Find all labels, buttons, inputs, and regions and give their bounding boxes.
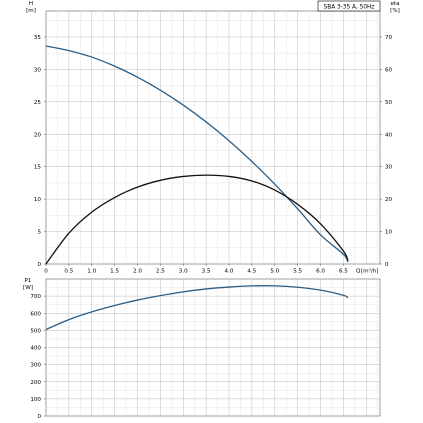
- head-curve: [45, 45, 349, 263]
- y-left-tick-label: 20: [34, 132, 42, 138]
- power-axis-name: P1: [25, 278, 32, 284]
- x-tick-label: 1.0: [87, 269, 96, 275]
- y-right-tick-label: 60: [385, 67, 393, 73]
- top-chart-series: [45, 45, 349, 265]
- power-axis-unit: [W]: [23, 285, 33, 291]
- x-tick-label: 0.5: [64, 269, 73, 275]
- power-tick-label: 200: [30, 380, 41, 386]
- power-tick-label: 0: [37, 414, 41, 420]
- y-left-tick-label: 10: [34, 197, 42, 203]
- y-right-tick-label: 70: [385, 35, 393, 41]
- y-left-tick-label: 0: [37, 262, 41, 268]
- y-left-tick-label: 30: [34, 67, 42, 73]
- y-right-tick-label: 40: [385, 132, 393, 138]
- y-left-tick-label: 15: [34, 165, 42, 171]
- y-right-tick-label: 50: [385, 100, 393, 106]
- x-tick-label: 3.0: [179, 269, 188, 275]
- x-tick-label: 5.0: [270, 269, 279, 275]
- x-tick-label: 6.0: [316, 269, 325, 275]
- power-tick-label: 600: [30, 311, 41, 317]
- x-tick-label: 1.5: [110, 269, 119, 275]
- chart-title-box: [317, 0, 381, 12]
- x-tick-label: 4.0: [225, 269, 234, 275]
- x-tick-label: 4.5: [247, 269, 256, 275]
- power-tick-label: 400: [30, 346, 41, 352]
- x-tick-label: 3.5: [202, 269, 211, 275]
- y-left-axis-name: H: [29, 1, 33, 7]
- y-right-tick-label: 30: [385, 165, 393, 171]
- y-left-axis-unit: [m]: [26, 8, 36, 14]
- power-tick-label: 100: [30, 397, 41, 403]
- top-plot-frame: [45, 10, 381, 265]
- bottom-chart-series: [45, 285, 349, 331]
- y-left-tick-label: 35: [34, 35, 42, 41]
- x-tick-label: 2.0: [133, 269, 142, 275]
- power-tick-label: 500: [30, 328, 41, 334]
- top-chart-ticks: 0 0.5 1.0 1.5 2.0 2.5 3.0 3.5 4.0 4.5 5.0 5.5 6.0 6.5…: [34, 35, 393, 275]
- y-right-axis-name: eta: [390, 1, 399, 7]
- efficiency-curve: [45, 174, 349, 265]
- x-tick-label: 2.5: [156, 269, 165, 275]
- power-curve: [45, 285, 349, 331]
- bottom-chart-ticks: 0 100 200 300 400 500 600 700: [30, 294, 46, 420]
- power-tick-label: 700: [30, 294, 41, 300]
- x-axis-unit: [m³/h]: [361, 268, 379, 275]
- y-right-axis-unit: [%]: [390, 8, 400, 14]
- x-tick-label: 0: [44, 269, 48, 275]
- x-tick-label: 6.5: [339, 269, 348, 275]
- y-right-tick-label: 10: [385, 230, 393, 236]
- y-left-tick-label: 5: [37, 230, 41, 236]
- top-chart-grid: [45, 10, 381, 265]
- y-left-tick-label: 25: [34, 100, 42, 106]
- y-right-tick-label: 20: [385, 197, 393, 203]
- x-tick-label: 5.5: [293, 269, 302, 275]
- y-right-tick-label: 0: [385, 262, 389, 268]
- x-axis-name: Q: [356, 269, 361, 275]
- power-tick-label: 300: [30, 363, 41, 369]
- bottom-chart-grid: [45, 278, 381, 417]
- chart-title: SBA 3-35 A, 50Hz: [324, 4, 375, 10]
